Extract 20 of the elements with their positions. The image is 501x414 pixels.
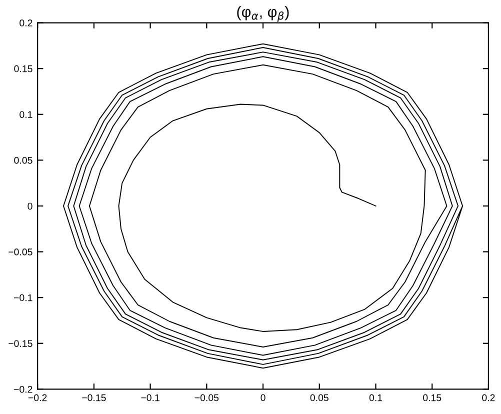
y-tick-label: −0.1: [14, 294, 32, 302]
y-tick-label: −0.15: [8, 340, 32, 347]
x-tick-label: 0.05: [310, 394, 328, 402]
y-tick-label: 0.15: [14, 65, 32, 72]
x-tick-label: −0.2: [28, 394, 47, 402]
y-tick-label: 0.1: [20, 111, 32, 118]
x-tick-label: 0.2: [482, 394, 495, 402]
x-tick-label: 0: [260, 394, 266, 402]
y-tick-label: 0: [28, 202, 32, 210]
y-tick-label: −0.2: [14, 386, 32, 393]
x-tick-label: −0.15: [82, 394, 106, 402]
x-tick-label: 0.1: [369, 394, 382, 402]
chart-title: (φ$_{α}$, φ$_{β}$): [237, 6, 289, 22]
y-tick-label: 0.05: [14, 156, 32, 164]
x-tick-label: −0.05: [194, 394, 219, 402]
x-tick-label: −0.1: [141, 394, 160, 402]
x-tick-label: 0.15: [423, 394, 442, 402]
y-tick-label: 0.2: [20, 20, 32, 26]
y-tick-label: −0.05: [8, 248, 32, 256]
line-series: [63, 43, 464, 369]
